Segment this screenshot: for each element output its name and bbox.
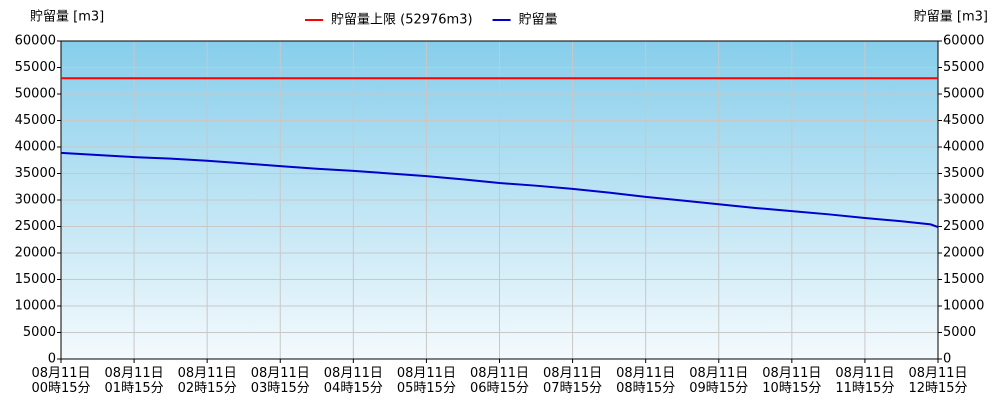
x-tick-label-line: 08月11日 bbox=[470, 366, 529, 381]
y-tick-label: 25000 bbox=[15, 219, 56, 234]
x-tick-label: 08月11日 00時15分 bbox=[31, 366, 90, 396]
x-tick-label-line: 03時15分 bbox=[251, 381, 310, 396]
x-tick-label-line: 11時15分 bbox=[835, 381, 894, 396]
x-tick-label: 08月11日 03時15分 bbox=[251, 366, 310, 396]
y-tick-label: 5000 bbox=[23, 325, 56, 340]
y-tick-label: 50000 bbox=[15, 87, 56, 102]
y2-tick-label: 55000 bbox=[943, 60, 984, 75]
x-tick-label-line: 08月11日 bbox=[31, 366, 90, 381]
x-tick-label-line: 08月11日 bbox=[251, 366, 310, 381]
x-tick-label-line: 04時15分 bbox=[324, 381, 383, 396]
y2-tick-label: 5000 bbox=[943, 325, 976, 340]
x-tick-label-line: 08時15分 bbox=[616, 381, 675, 396]
y2-tick-label: 25000 bbox=[943, 219, 984, 234]
x-tick-label-line: 08月11日 bbox=[762, 366, 821, 381]
y2-tick-label: 30000 bbox=[943, 193, 984, 208]
x-tick-label-line: 00時15分 bbox=[31, 381, 90, 396]
plot-border bbox=[60, 40, 939, 360]
x-tick-label-line: 01時15分 bbox=[105, 381, 164, 396]
x-tick-label: 08月11日 06時15分 bbox=[470, 366, 529, 396]
x-tick-label: 08月11日 10時15分 bbox=[762, 366, 821, 396]
x-tick-label-line: 07時15分 bbox=[543, 381, 602, 396]
y2-tick-label: 40000 bbox=[943, 140, 984, 155]
x-tick-label: 08月11日 05時15分 bbox=[397, 366, 456, 396]
y-tick-label: 10000 bbox=[15, 299, 56, 314]
x-tick-label: 08月11日 04時15分 bbox=[324, 366, 383, 396]
y-tick-label: 60000 bbox=[15, 34, 56, 49]
y-tick-label: 40000 bbox=[15, 140, 56, 155]
y2-tick-label: 60000 bbox=[943, 34, 984, 49]
y-tick-label: 35000 bbox=[15, 166, 56, 181]
y-axis-title: 貯留量 [m3] bbox=[30, 10, 104, 25]
x-tick-label-line: 08月11日 bbox=[908, 366, 967, 381]
x-tick-label: 08月11日 01時15分 bbox=[105, 366, 164, 396]
x-tick-label-line: 02時15分 bbox=[178, 381, 237, 396]
y2-tick-label: 10000 bbox=[943, 299, 984, 314]
y2-tick-label: 50000 bbox=[943, 87, 984, 102]
x-tick-label-line: 05時15分 bbox=[397, 381, 456, 396]
y2-tick-label: 45000 bbox=[943, 113, 984, 128]
x-tick-label: 08月11日 12時15分 bbox=[908, 366, 967, 396]
x-tick-label-line: 10時15分 bbox=[762, 381, 821, 396]
y-tick-label: 15000 bbox=[15, 272, 56, 287]
x-tick-label: 08月11日 07時15分 bbox=[543, 366, 602, 396]
y2-tick-label: 0 bbox=[943, 352, 951, 367]
x-tick-label-line: 08月11日 bbox=[397, 366, 456, 381]
x-tick-label-line: 08月11日 bbox=[105, 366, 164, 381]
x-tick-label-line: 08月11日 bbox=[543, 366, 602, 381]
x-tick-label-line: 08月11日 bbox=[178, 366, 237, 381]
y-tick-label: 45000 bbox=[15, 113, 56, 128]
data-line bbox=[60, 151, 939, 228]
y2-axis-title: 貯留量 [m3] bbox=[914, 10, 988, 25]
y-tick-label: 20000 bbox=[15, 246, 56, 261]
legend-label: 貯留量上限 (52976m3) bbox=[331, 13, 473, 28]
y2-tick-label: 15000 bbox=[943, 272, 984, 287]
x-tick-label: 08月11日 09時15分 bbox=[689, 366, 748, 396]
x-tick-label-line: 06時15分 bbox=[470, 381, 529, 396]
x-tick-label: 08月11日 08時15分 bbox=[616, 366, 675, 396]
x-tick-label-line: 08月11日 bbox=[616, 366, 675, 381]
x-tick-label-line: 12時15分 bbox=[908, 381, 967, 396]
x-tick-label: 08月11日 02時15分 bbox=[178, 366, 237, 396]
x-tick-label-line: 08月11日 bbox=[324, 366, 383, 381]
y-tick-label: 30000 bbox=[15, 193, 56, 208]
legend-label: 貯留量 bbox=[519, 13, 558, 28]
x-tick-label: 08月11日 11時15分 bbox=[835, 366, 894, 396]
y-tick-label: 0 bbox=[48, 352, 56, 367]
y-tick-label: 55000 bbox=[15, 60, 56, 75]
y2-tick-label: 35000 bbox=[943, 166, 984, 181]
x-tick-label-line: 08月11日 bbox=[835, 366, 894, 381]
x-tick-label-line: 09時15分 bbox=[689, 381, 748, 396]
x-tick-label-line: 08月11日 bbox=[689, 366, 748, 381]
y2-tick-label: 20000 bbox=[943, 246, 984, 261]
